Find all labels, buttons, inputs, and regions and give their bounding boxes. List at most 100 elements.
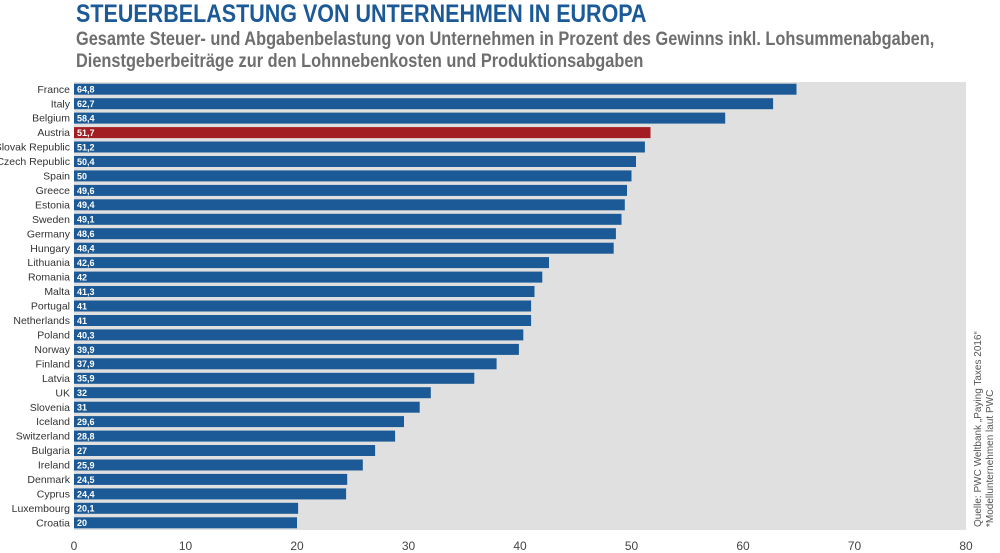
value-label: 24,5: [77, 475, 95, 485]
value-label: 20,1: [77, 504, 95, 514]
bar-austria: [74, 127, 651, 139]
value-label: 49,1: [77, 215, 95, 225]
value-label: 41: [77, 316, 87, 326]
value-label: 20: [77, 518, 87, 528]
x-tick-label: 50: [625, 539, 639, 553]
value-label: 50,4: [77, 157, 95, 167]
bar-germany: [74, 228, 616, 240]
source-note: Quelle: PWC Weltbank „Paying Taxes 2016“…: [973, 331, 997, 527]
value-label: 51,7: [77, 128, 95, 138]
x-tick-label: 0: [71, 539, 78, 553]
bar-sweden: [74, 213, 622, 225]
bar-cyprus: [74, 488, 347, 500]
source-line-2: *Modellunternehmen laut PWC: [985, 389, 996, 527]
value-label: 42: [77, 273, 87, 283]
category-label: Lithuania: [27, 257, 70, 269]
chart-title: STEUERBELASTUNG VON UNTERNEHMEN IN EUROP…: [76, 0, 647, 28]
value-label: 25,9: [77, 460, 95, 470]
value-label: 39,9: [77, 345, 95, 355]
category-label: Portugal: [31, 301, 70, 313]
chart-subtitle: Gesamte Steuer- und Abgabenbelastung von…: [76, 29, 934, 73]
category-label: Czech Republic: [0, 156, 70, 168]
bar-latvia: [74, 372, 475, 384]
bar-belgium: [74, 112, 726, 124]
category-label: Greece: [36, 185, 71, 197]
x-tick-label: 10: [179, 539, 193, 553]
category-label: Spain: [43, 171, 70, 183]
category-label: Cyprus: [37, 489, 70, 501]
category-label: Romania: [28, 272, 70, 284]
bar-slovak-republic: [74, 141, 645, 153]
category-label: Italy: [51, 98, 71, 110]
value-label: 64,8: [77, 85, 95, 95]
source-line-1: Quelle: PWC Weltbank „Paying Taxes 2016“: [973, 331, 984, 527]
bar-france: [74, 83, 797, 95]
x-tick-label: 60: [736, 539, 750, 553]
bar-romania: [74, 271, 543, 283]
bar-iceland: [74, 416, 404, 428]
category-label: Ireland: [38, 460, 70, 472]
category-label: Slovak Republic: [0, 142, 70, 154]
bar-estonia: [74, 199, 625, 211]
x-tick-label: 80: [959, 539, 973, 553]
bar-uk: [74, 387, 431, 399]
value-label: 48,6: [77, 229, 95, 239]
bar-spain: [74, 170, 632, 182]
category-label: Poland: [37, 330, 70, 342]
bar-switzerland: [74, 430, 396, 442]
category-label: Hungary: [30, 243, 70, 255]
category-label: Bulgaria: [31, 445, 70, 457]
chart-subtitle-line-2: Dienstgeberbeiträge zur den Lohnnebenkos…: [76, 51, 644, 72]
category-label: Sweden: [32, 214, 70, 226]
value-label: 42,6: [77, 258, 95, 268]
category-label: Switzerland: [16, 431, 70, 443]
value-label: 41,3: [77, 287, 95, 297]
category-label: Austria: [37, 127, 70, 139]
x-tick-label: 40: [513, 539, 527, 553]
category-label: Malta: [44, 286, 70, 298]
x-tick-label: 20: [290, 539, 304, 553]
value-label: 28,8: [77, 432, 95, 442]
bar-malta: [74, 286, 535, 297]
value-label: 37,9: [77, 359, 95, 369]
category-label: Finland: [36, 358, 71, 370]
category-label: Norway: [34, 344, 70, 356]
bar-greece: [74, 184, 627, 196]
value-label: 50: [77, 171, 87, 181]
bar-denmark: [74, 473, 348, 485]
value-label: 49,4: [77, 200, 95, 210]
value-label: 41: [77, 301, 87, 311]
value-label: 24,4: [77, 489, 95, 499]
category-label: Denmark: [27, 474, 70, 486]
value-label: 32: [77, 388, 87, 398]
bar-czech-republic: [74, 156, 636, 167]
value-label: 48,4: [77, 244, 95, 254]
value-label: 29,6: [77, 417, 95, 427]
value-label: 35,9: [77, 374, 95, 384]
bar-croatia: [74, 517, 297, 529]
x-tick-label: 70: [848, 539, 862, 553]
value-label: 51,2: [77, 142, 95, 152]
bar-hungary: [74, 242, 614, 254]
bar-poland: [74, 329, 524, 341]
category-label: Estonia: [35, 199, 70, 211]
bar-slovenia: [74, 401, 420, 413]
value-label: 62,7: [77, 99, 95, 109]
category-label: Croatia: [36, 517, 70, 529]
category-label: Iceland: [36, 416, 70, 428]
bar-luxembourg: [74, 502, 299, 514]
bar-finland: [74, 358, 497, 370]
bar-lithuania: [74, 257, 549, 269]
category-label: Netherlands: [13, 315, 70, 327]
value-label: 40,3: [77, 330, 95, 340]
bar-ireland: [74, 459, 363, 471]
x-tick-label: 30: [402, 539, 416, 553]
category-label: Belgium: [32, 113, 70, 125]
chart-subtitle-line-1: Gesamte Steuer- und Abgabenbelastung von…: [76, 29, 935, 50]
bar-italy: [74, 98, 774, 110]
value-label: 58,4: [77, 114, 95, 124]
category-label: France: [37, 84, 70, 96]
bar-norway: [74, 343, 519, 355]
value-label: 49,6: [77, 186, 95, 196]
